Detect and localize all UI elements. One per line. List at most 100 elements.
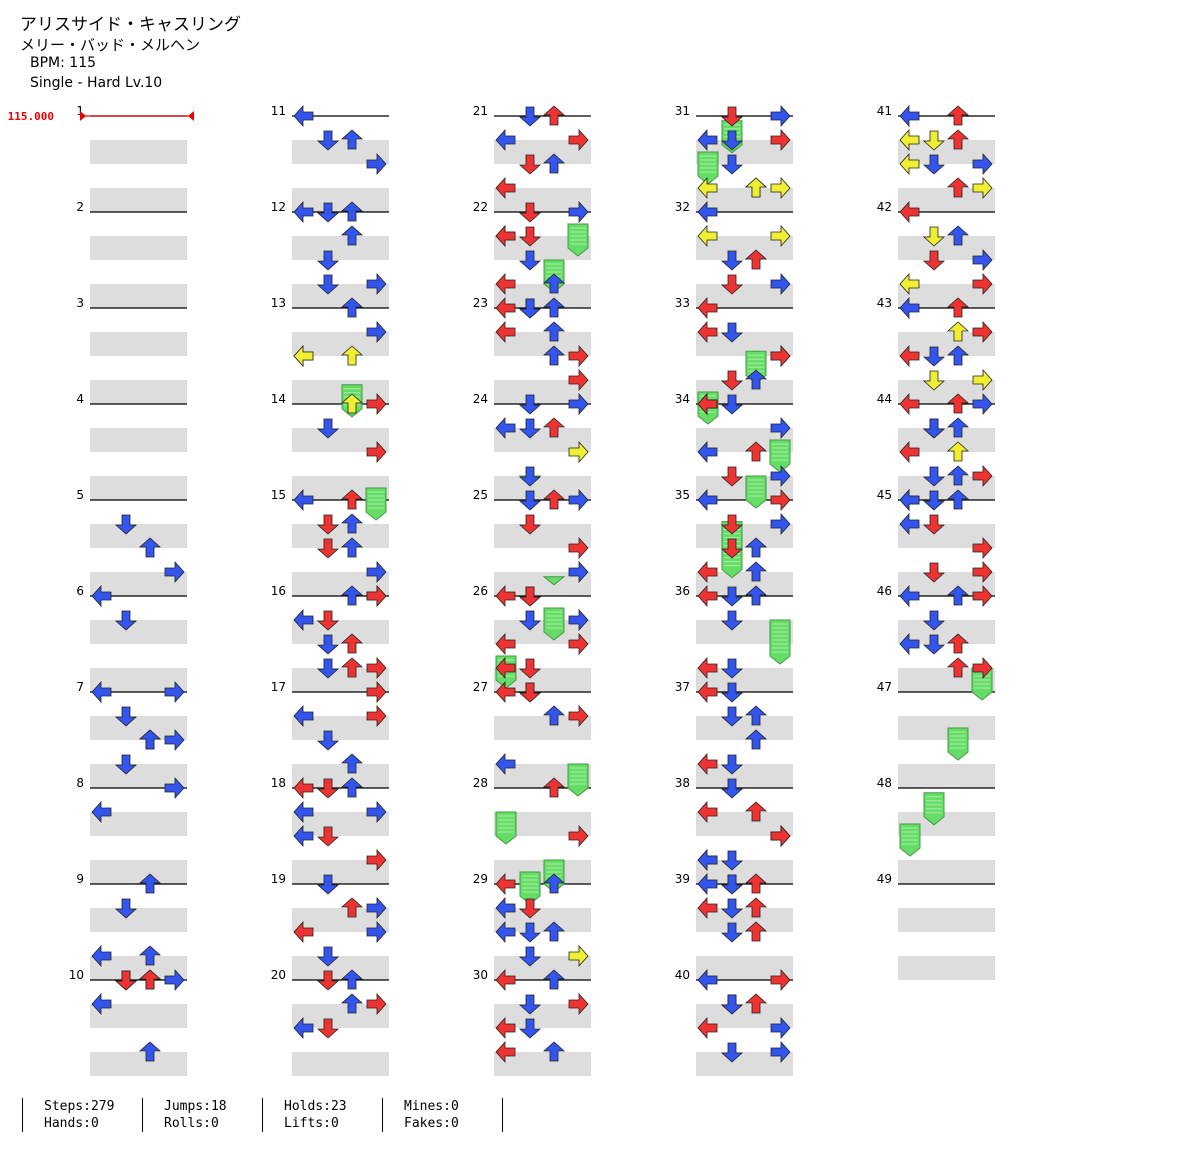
step-arrow (972, 272, 993, 296)
step-arrow (720, 586, 744, 607)
step-arrow (293, 104, 314, 128)
step-arrow (899, 200, 920, 224)
step-arrow (972, 320, 993, 344)
step-arrow (720, 322, 744, 343)
step-arrow (366, 392, 387, 416)
measure-number: 36 (675, 584, 690, 598)
step-arrow (293, 488, 314, 512)
step-arrow (568, 488, 589, 512)
measure-number: 5 (76, 488, 84, 502)
bpm-marker: 115.000 (8, 110, 54, 123)
step-arrow (972, 152, 993, 176)
step-arrow (744, 801, 768, 822)
step-arrow (542, 417, 566, 438)
step-arrow (316, 826, 340, 847)
step-arrow (697, 392, 718, 416)
step-arrow (922, 226, 946, 247)
step-arrow (568, 560, 589, 584)
step-arrow (293, 704, 314, 728)
measure-number: 14 (271, 392, 286, 406)
beat-stripe (292, 1052, 389, 1076)
step-arrow (720, 922, 744, 943)
step-arrow (518, 946, 542, 967)
step-arrow (946, 417, 970, 438)
stat-jumps: Jumps:18 (164, 1099, 227, 1114)
song-artist: メリー・バッド・メルヘン (20, 36, 201, 54)
measure-number: 6 (76, 584, 84, 598)
measure-number: 47 (877, 680, 892, 694)
step-arrow (697, 176, 718, 200)
step-arrow (744, 729, 768, 750)
step-arrow (366, 800, 387, 824)
step-arrow (568, 632, 589, 656)
step-arrow (316, 874, 340, 895)
step-arrow (922, 562, 946, 583)
step-arrow (518, 298, 542, 319)
step-arrow (946, 321, 970, 342)
step-arrow (316, 418, 340, 439)
step-arrow (340, 969, 364, 990)
step-arrow (340, 753, 364, 774)
step-arrow (340, 297, 364, 318)
step-arrow (744, 369, 768, 390)
step-arrow (922, 514, 946, 535)
step-arrow (340, 993, 364, 1014)
step-arrow (720, 514, 744, 535)
measure-number: 25 (473, 488, 488, 502)
step-arrow (744, 993, 768, 1014)
step-arrow (770, 968, 791, 992)
step-arrow (495, 680, 516, 704)
step-arrow (518, 610, 542, 631)
step-arrow (164, 560, 185, 584)
beat-stripe (90, 524, 187, 548)
measure-number: 4 (76, 392, 84, 406)
step-arrow (316, 202, 340, 223)
step-arrow (744, 705, 768, 726)
bpm-label: BPM: 115 (30, 55, 97, 71)
step-arrow (114, 970, 138, 991)
beat-stripe (898, 908, 995, 932)
measure-number: 49 (877, 872, 892, 886)
step-arrow (293, 920, 314, 944)
step-arrow (138, 729, 162, 750)
step-arrow (720, 898, 744, 919)
step-arrow (495, 872, 516, 896)
measure-number: 31 (675, 104, 690, 118)
stats-divider (22, 1098, 23, 1132)
step-arrow (899, 512, 920, 536)
step-arrow (568, 440, 589, 464)
step-arrow (495, 128, 516, 152)
beat-stripe (898, 956, 995, 980)
step-arrow (495, 272, 516, 296)
step-arrow (340, 777, 364, 798)
step-arrow (518, 658, 542, 679)
beat-stripe (696, 716, 793, 740)
stat-fakes: Fakes:0 (404, 1116, 459, 1131)
beat-stripe (90, 236, 187, 260)
stats-jumps-rolls: Jumps:18 Rolls:0 (164, 1098, 227, 1132)
step-arrow (91, 800, 112, 824)
step-arrow (697, 488, 718, 512)
step-arrow (340, 897, 364, 918)
step-arrow (720, 466, 744, 487)
step-arrow (899, 488, 920, 512)
step-arrow (744, 177, 768, 198)
step-arrow (697, 200, 718, 224)
step-arrow (720, 394, 744, 415)
stat-mines: Mines:0 (404, 1099, 459, 1114)
step-arrow (316, 274, 340, 295)
step-arrow (518, 250, 542, 271)
step-arrow (770, 224, 791, 248)
step-arrow (518, 202, 542, 223)
step-arrow (366, 704, 387, 728)
step-arrow (495, 752, 516, 776)
step-arrow (366, 848, 387, 872)
measure-number: 17 (271, 680, 286, 694)
measure-number: 28 (473, 776, 488, 790)
step-arrow (542, 105, 566, 126)
step-arrow (366, 272, 387, 296)
step-arrow (366, 320, 387, 344)
beat-stripe (292, 236, 389, 260)
step-arrow (972, 560, 993, 584)
step-arrow (744, 873, 768, 894)
